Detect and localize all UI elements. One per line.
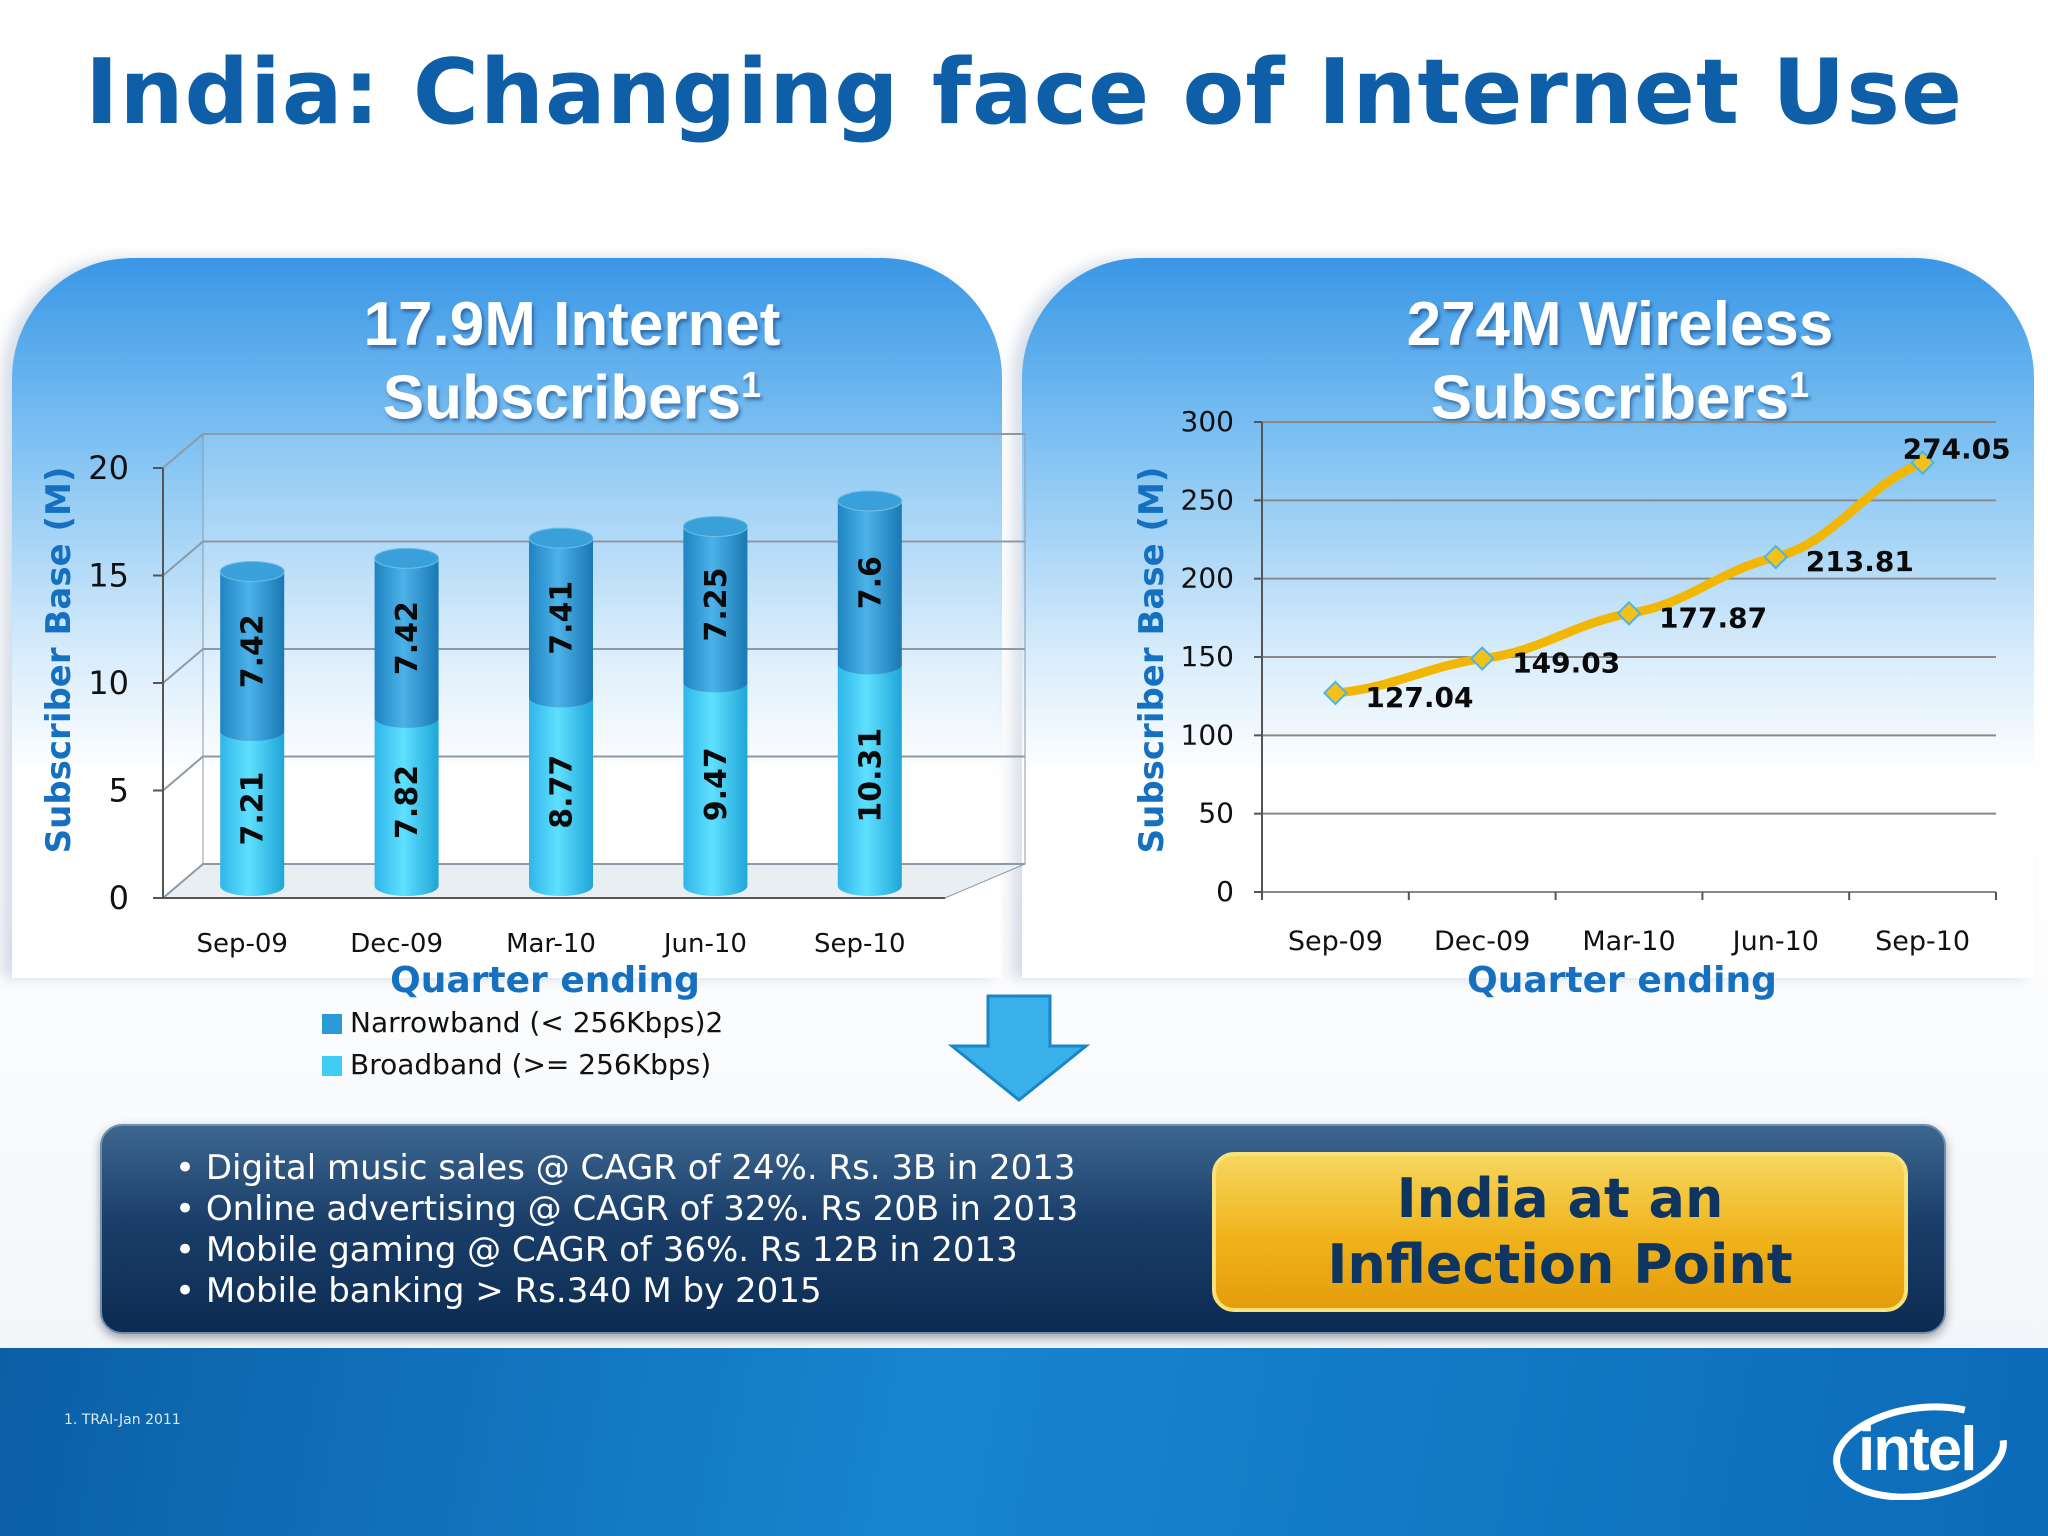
insight-item: Mobile banking > Rs.340 M by 2015 [175,1271,1078,1312]
insights-list: Digital music sales @ CAGR of 24%. Rs. 3… [175,1148,1078,1312]
legend-swatch [322,1014,342,1034]
bar-data-label: 7.42 [390,601,425,675]
internet-title-line1: 17.9M Internet [363,290,781,359]
line-data-point [1322,680,1348,706]
bar-segment [837,664,902,896]
bar-gridline-side [162,433,204,469]
bar-x-tick-label: Dec-09 [350,929,443,959]
bar-y-tick-label: 20 [88,449,129,487]
insight-item: Online advertising @ CAGR of 32%. Rs 20B… [175,1189,1078,1230]
line-y-tick-label: 250 [1181,483,1234,516]
line-y-tick-label: 150 [1181,640,1234,673]
bar-data-label: 9.47 [699,747,734,821]
line-x-tick-label: Mar-10 [1582,926,1675,957]
legend-label: Broadband (>= 256Kbps) [350,1048,711,1081]
bar-y-tick-label: 10 [88,664,129,702]
line-x-axis-title: Quarter ending [1467,960,1777,1001]
bar-y-tick-label: 15 [88,557,129,595]
footer-band [0,1348,2048,1536]
intel-logo-text: intel [1858,1415,1977,1484]
bar-data-label: 7.6 [853,556,888,609]
bar-x-tick-label: Sep-10 [814,929,905,959]
bar-data-label: 7.21 [236,771,271,845]
bar-x-tick-label: Sep-09 [196,929,287,959]
line-y-tick-label: 200 [1181,562,1234,595]
line-y-tick-label: 300 [1181,405,1234,438]
bar-top-cap [219,560,285,582]
bar-x-tick-label: Jun-10 [662,929,747,959]
bar-segment [220,571,285,741]
line-data-label: 274.05 [1903,433,2011,466]
line-data-point [1616,600,1642,626]
bar-gridline-side [162,755,204,792]
bar-segment [529,697,593,896]
bar-y-tick-label: 5 [109,772,129,810]
bar-gridline-side [162,648,204,684]
bar-data-label: 7.25 [699,567,734,641]
bar-segment [837,500,902,675]
line-data-label: 127.04 [1365,681,1473,714]
legend-label: Narrowband (< 256Kbps)2 [350,1006,723,1039]
bar-y-tick-label: 0 [109,879,129,917]
line-x-tick-label: Jun-10 [1731,926,1819,957]
bar-x-tick-label: Mar-10 [506,929,596,959]
bar-segment [683,526,748,693]
line-data-label: 213.81 [1806,545,1914,578]
line-data-point [1910,450,1936,476]
insight-item: Mobile gaming @ CAGR of 36%. Rs 12B in 2… [175,1230,1078,1271]
legend-swatch [322,1056,342,1076]
intel-logo-swoosh-icon [1833,1403,2007,1500]
bar-gridline-side [162,540,204,577]
line-x-tick-label: Dec-09 [1434,926,1530,957]
insight-item: Digital music sales @ CAGR of 24%. Rs. 3… [175,1148,1078,1189]
bar-top-cap [528,527,594,549]
line-y-tick-label: 50 [1198,797,1234,830]
line-data-point [1469,646,1495,671]
bar-y-axis-title: Subscriber Base (M) [39,467,79,854]
bar-segment [529,538,593,708]
line-data-label: 149.03 [1512,647,1620,680]
wireless-title-line2: Subscribers1 [1430,363,1810,433]
inflection-callout-text: India at an Inflection Point [1327,1167,1793,1296]
wireless-panel-title: 274M Wireless Subscribers1 [1300,290,1940,433]
wireless-panel [1022,258,2034,978]
slide-title: India: Changing face of Internet Use [84,40,1963,145]
bar-gridline-side [162,863,204,899]
line-y-tick-label: 100 [1181,718,1234,751]
footnote: 1. TRAI-Jan 2011 [64,1412,181,1428]
line-y-tick-label: 0 [1216,875,1234,908]
bar-data-label: 10.31 [853,728,888,823]
bar-data-label: 8.77 [545,755,580,829]
bar-data-label: 7.82 [390,765,425,839]
line-y-axis-title: Subscriber Base (M) [1132,467,1172,854]
bar-segment [374,717,439,896]
internet-panel [12,258,1002,978]
inflection-callout: India at an Inflection Point [1212,1152,1908,1312]
line-data-label: 177.87 [1659,601,1767,634]
bar-segment [374,558,439,728]
bar-top-cap [374,547,440,569]
wireless-title-line1: 274M Wireless [1406,290,1834,359]
bar-data-label: 7.41 [545,581,580,655]
line-x-tick-label: Sep-09 [1288,926,1383,957]
line-x-tick-label: Sep-10 [1875,926,1970,957]
bar-data-label: 7.42 [236,614,271,688]
bar-segment [220,730,285,896]
bar-top-cap [837,490,903,512]
internet-title-line2: Subscribers1 [382,363,762,433]
bar-top-cap [682,516,748,538]
bar-x-axis-title: Quarter ending [390,960,700,1001]
internet-panel-title: 17.9M Internet Subscribers1 [262,290,882,433]
down-arrow-icon [947,994,1091,1102]
bar-segment [683,682,748,896]
line-data-point [1763,544,1789,570]
